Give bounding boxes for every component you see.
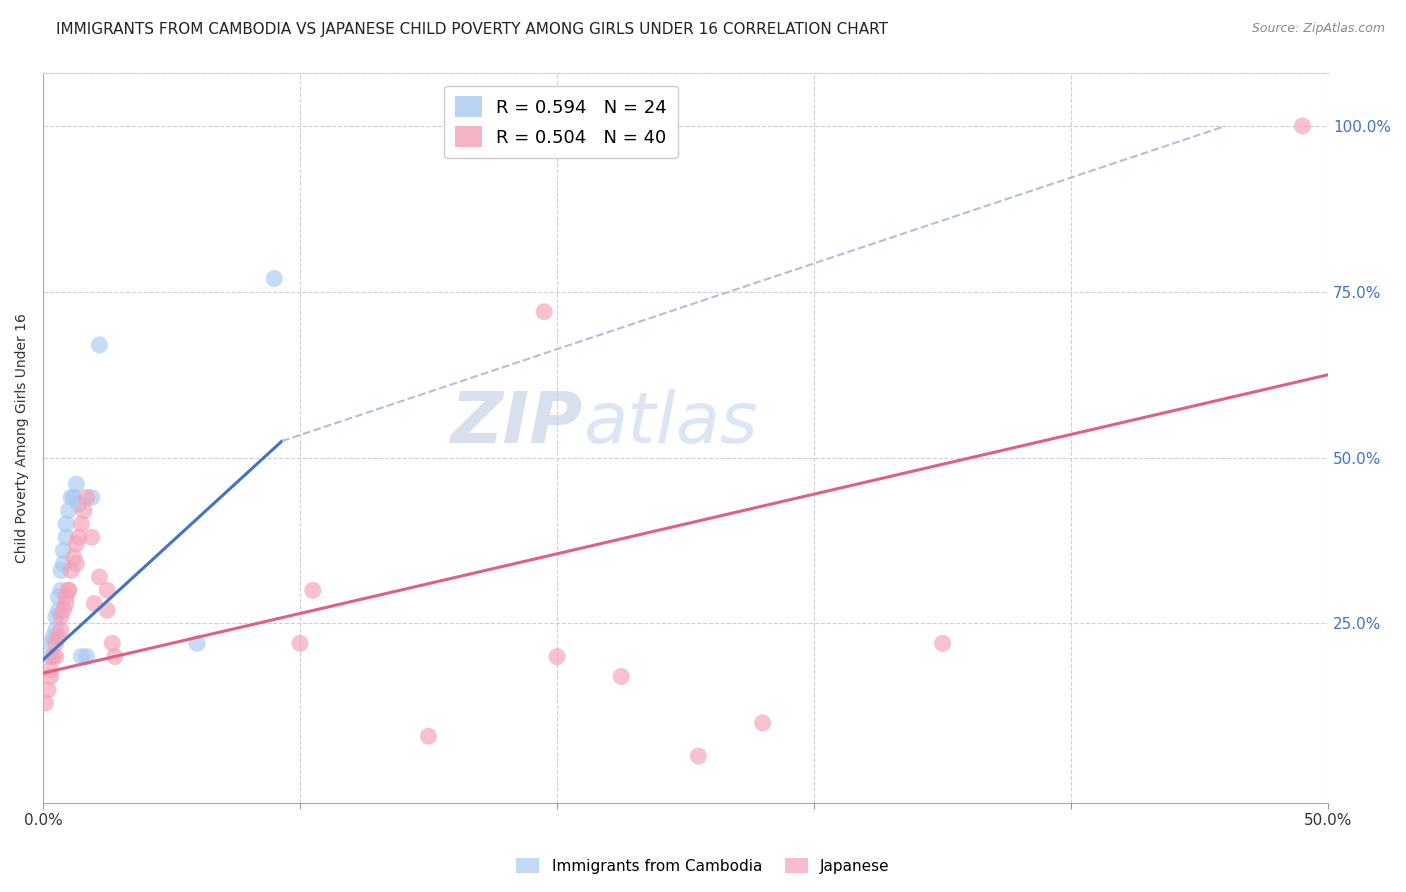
Point <box>67 530 90 544</box>
Y-axis label: Child Poverty Among Girls Under 16: Child Poverty Among Girls Under 16 <box>15 313 30 563</box>
Point <box>62 491 84 505</box>
Point <box>80 530 103 544</box>
Point <box>751 715 773 730</box>
Point <box>101 636 124 650</box>
Point <box>89 570 111 584</box>
Point <box>263 271 285 285</box>
Text: ZIP: ZIP <box>450 389 582 458</box>
Legend: Immigrants from Cambodia, Japanese: Immigrants from Cambodia, Japanese <box>510 852 896 880</box>
Point <box>104 649 127 664</box>
Point <box>39 649 62 664</box>
Point <box>1291 119 1313 133</box>
Point <box>45 649 67 664</box>
Point <box>49 583 72 598</box>
Point <box>55 530 77 544</box>
Point <box>42 630 65 644</box>
Point <box>39 663 62 677</box>
Point <box>65 537 87 551</box>
Point <box>288 636 311 650</box>
Point <box>67 497 90 511</box>
Point <box>52 603 75 617</box>
Point <box>301 583 323 598</box>
Point <box>45 636 67 650</box>
Point <box>52 543 75 558</box>
Point <box>533 304 555 318</box>
Point <box>49 610 72 624</box>
Point <box>65 557 87 571</box>
Legend: R = 0.594   N = 24, R = 0.504   N = 40: R = 0.594 N = 24, R = 0.504 N = 40 <box>444 86 678 158</box>
Point <box>45 610 67 624</box>
Point <box>42 649 65 664</box>
Point <box>60 491 83 505</box>
Text: atlas: atlas <box>582 389 758 458</box>
Point <box>70 649 93 664</box>
Point <box>55 516 77 531</box>
Point <box>49 563 72 577</box>
Point <box>49 623 72 637</box>
Point <box>58 583 80 598</box>
Point <box>89 338 111 352</box>
Point <box>46 630 69 644</box>
Point <box>62 550 84 565</box>
Point <box>55 590 77 604</box>
Point <box>70 516 93 531</box>
Point <box>76 491 98 505</box>
Point <box>58 504 80 518</box>
Point <box>39 669 62 683</box>
Text: Source: ZipAtlas.com: Source: ZipAtlas.com <box>1251 22 1385 36</box>
Point <box>688 749 710 764</box>
Point <box>186 636 208 650</box>
Point <box>55 597 77 611</box>
Point <box>83 597 105 611</box>
Point <box>46 603 69 617</box>
Point <box>58 583 80 598</box>
Point <box>73 504 96 518</box>
Point <box>52 557 75 571</box>
Point <box>65 477 87 491</box>
Point <box>46 590 69 604</box>
Point <box>610 669 633 683</box>
Point <box>96 583 118 598</box>
Point <box>931 636 953 650</box>
Point <box>418 729 440 743</box>
Point <box>34 696 56 710</box>
Point <box>39 636 62 650</box>
Point <box>45 623 67 637</box>
Point <box>60 563 83 577</box>
Point <box>80 491 103 505</box>
Point <box>37 682 59 697</box>
Point <box>546 649 568 664</box>
Point <box>76 649 98 664</box>
Point <box>96 603 118 617</box>
Text: IMMIGRANTS FROM CAMBODIA VS JAPANESE CHILD POVERTY AMONG GIRLS UNDER 16 CORRELAT: IMMIGRANTS FROM CAMBODIA VS JAPANESE CHI… <box>56 22 889 37</box>
